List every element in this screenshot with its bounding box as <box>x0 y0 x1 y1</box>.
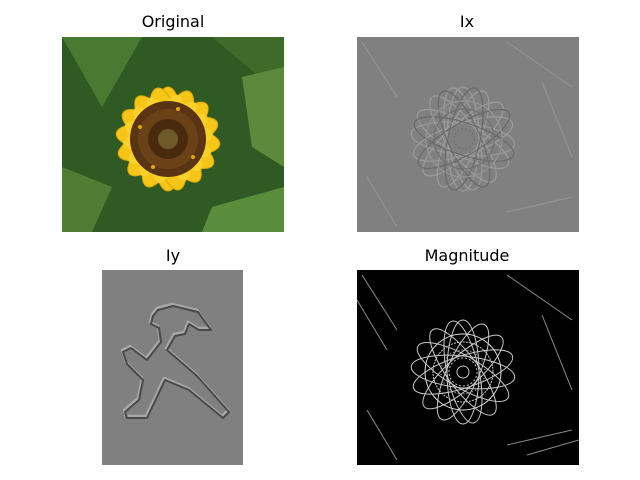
sunflower-gradient-magnitude <box>357 270 579 465</box>
sunflower-horizontal-gradient <box>357 37 579 232</box>
panel-title-iy: Iy <box>165 246 181 265</box>
panel-title-ix: Ix <box>459 12 475 31</box>
panel-title-magnitude: Magnitude <box>424 246 510 265</box>
sunflower-photo <box>62 37 284 232</box>
panel-title-original: Original <box>141 12 205 31</box>
walking-figure-vertical-gradient <box>102 270 243 465</box>
